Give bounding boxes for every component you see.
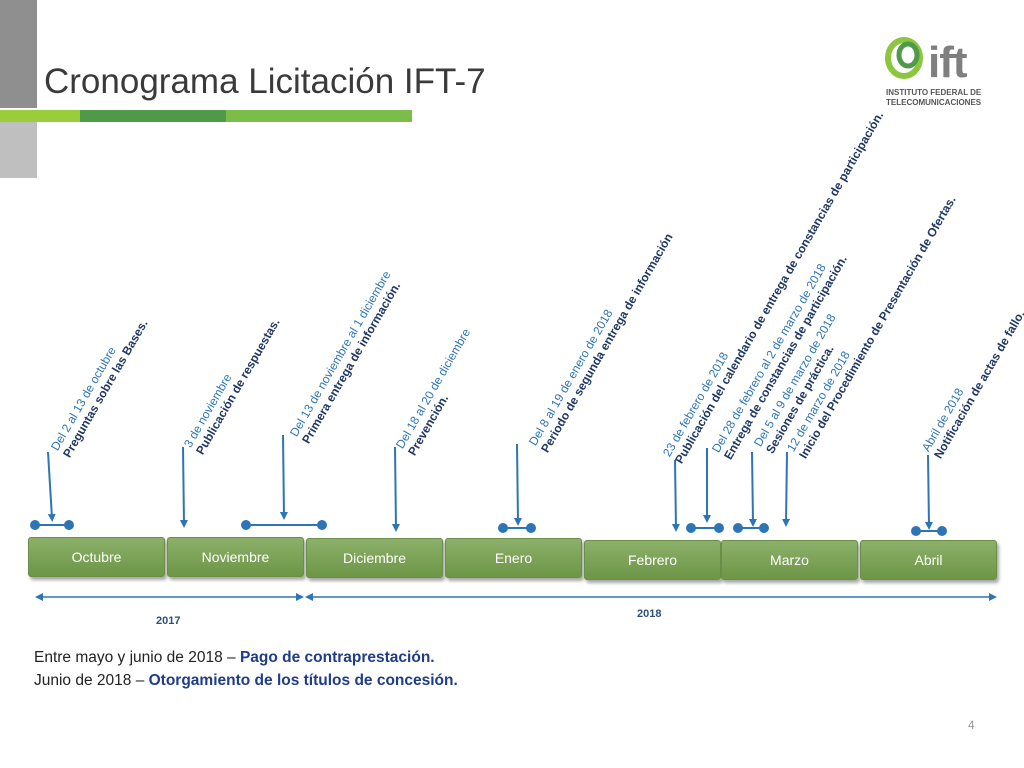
page-number: 4 — [968, 718, 975, 732]
note-highlight: Otorgamiento de los títulos de concesión… — [148, 672, 458, 689]
logo-wordmark: ift — [928, 38, 968, 87]
year-label-2017: 2017 — [156, 615, 181, 627]
period-dot — [241, 520, 251, 530]
month-noviembre: Noviembre — [167, 537, 304, 577]
event-arrow-8 — [748, 451, 757, 527]
period-dot — [759, 523, 769, 533]
note-prefix: Junio de 2018 – — [34, 672, 149, 689]
header-bar-3 — [226, 110, 412, 122]
period-dot — [30, 520, 40, 530]
month-abril: Abril — [860, 540, 997, 580]
period-dot — [64, 520, 74, 530]
event-arrow-10 — [924, 454, 933, 530]
note-highlight: Pago de contraprestación. — [239, 649, 435, 666]
period-dot — [937, 526, 947, 536]
period-dot — [714, 523, 724, 533]
event-arrow-1 — [47, 451, 56, 522]
header-bar-2 — [80, 110, 226, 122]
header-accent-dark — [0, 0, 37, 108]
event-arrow-4 — [391, 446, 400, 532]
header-accent-light — [0, 122, 37, 178]
header-bar-1 — [0, 110, 80, 122]
event-arrow-6 — [671, 459, 680, 532]
year-label-2018: 2018 — [637, 608, 662, 620]
event-arrow-2 — [179, 446, 188, 528]
month-enero: Enero — [445, 538, 582, 578]
logo-subtitle-line2: TELECOMUNICACIONES — [886, 98, 982, 107]
period-dot — [686, 523, 696, 533]
page-title: Cronograma Licitación IFT-7 — [44, 62, 486, 101]
month-diciembre: Diciembre — [306, 538, 443, 578]
period-dot — [317, 520, 327, 530]
note-2: Junio de 2018 – Otorgamiento de los títu… — [34, 671, 458, 691]
period-dot — [526, 523, 536, 533]
logo-subtitle: INSTITUTO FEDERAL DE TELECOMUNICACIONES — [886, 88, 981, 108]
month-octubre: Octubre — [28, 537, 165, 577]
month-febrero: Febrero — [584, 540, 721, 580]
ift-logo-icon — [885, 37, 923, 79]
period-dot — [911, 526, 921, 536]
period-dot — [733, 523, 743, 533]
event-arrow-3 — [279, 434, 288, 520]
month-marzo: Marzo — [721, 540, 858, 580]
event-arrow-5 — [513, 443, 522, 526]
note-1: Entre mayo y junio de 2018 – Pago de con… — [34, 648, 435, 668]
logo-subtitle-line1: INSTITUTO FEDERAL DE — [886, 88, 982, 97]
period-dot — [498, 523, 508, 533]
note-prefix: Entre mayo y junio de 2018 – — [34, 649, 240, 666]
event-arrow-9 — [782, 451, 791, 527]
